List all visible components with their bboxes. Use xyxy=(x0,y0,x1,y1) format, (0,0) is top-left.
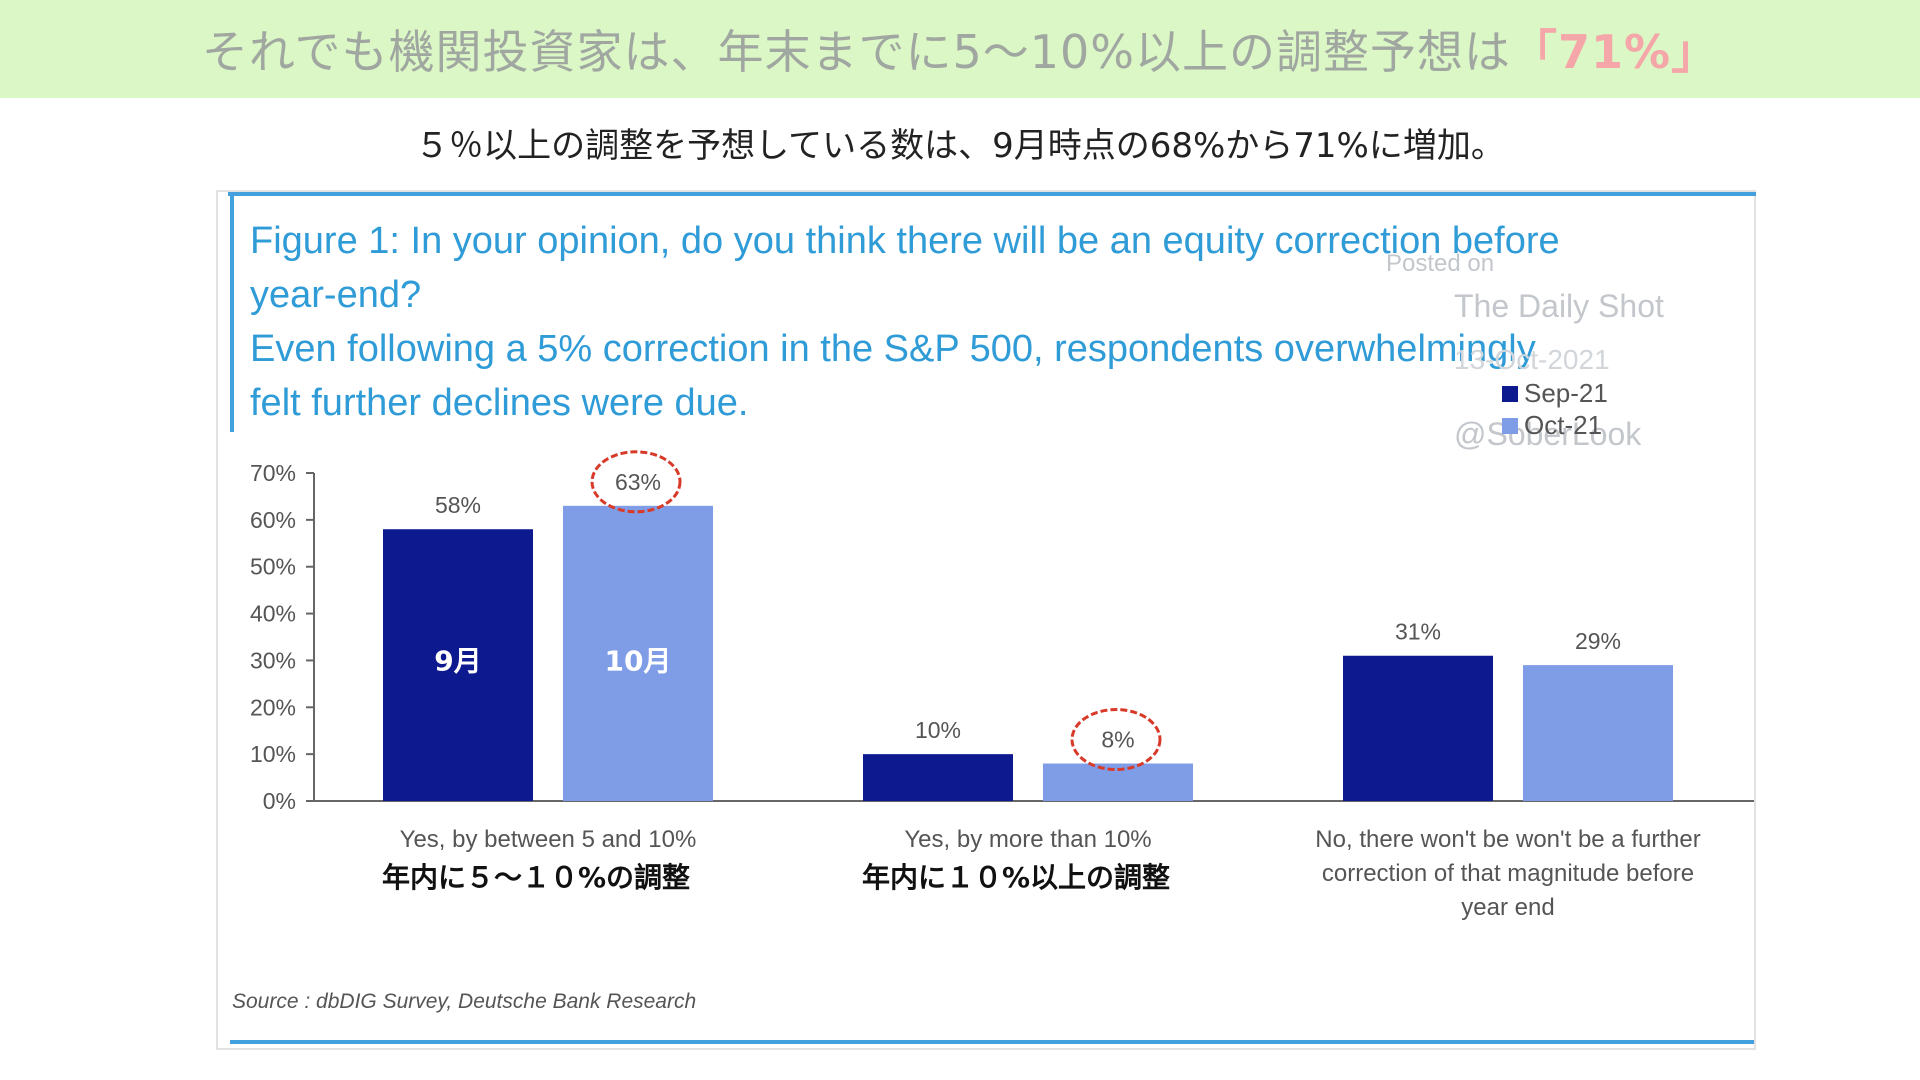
bar-inner-label: 9月 xyxy=(434,644,481,677)
figure-title-line: Even following a 5% correction in the S&… xyxy=(250,328,1536,370)
bar-value-label: 8% xyxy=(1101,727,1134,753)
bar xyxy=(1343,655,1493,801)
highlight-circle xyxy=(1070,708,1162,772)
legend-label: Oct-21 xyxy=(1524,410,1602,440)
y-tick-label: 40% xyxy=(250,601,296,627)
x-category-label: Yes, by between 5 and 10% xyxy=(400,826,697,853)
bar-value-label: 63% xyxy=(615,469,661,495)
figure-left-rule xyxy=(230,192,234,432)
bar-inner-label: 10月 xyxy=(605,644,672,677)
figure-title: Figure 1: In your opinion, do you think … xyxy=(250,214,1730,430)
figure-title-line: year-end? xyxy=(250,274,422,316)
watermark-date: 13-Oct-2021 xyxy=(1454,344,1610,375)
bar xyxy=(863,754,1013,801)
y-tick-label: 30% xyxy=(250,647,296,673)
banner-highlight: 「71%」 xyxy=(1511,25,1719,79)
bar-value-label: 31% xyxy=(1395,619,1441,645)
figure-source: Source : dbDIG Survey, Deutsche Bank Res… xyxy=(232,990,697,1013)
y-tick-label: 0% xyxy=(263,788,296,814)
bar xyxy=(1523,665,1673,801)
y-tick-label: 60% xyxy=(250,507,296,533)
bar xyxy=(563,505,713,801)
banner-text: それでも機関投資家は、年末までに5〜10%以上の調整予想は xyxy=(201,25,1512,79)
legend-swatch xyxy=(1502,386,1518,402)
y-tick-label: 70% xyxy=(250,460,296,486)
bar-value-label: 10% xyxy=(915,717,961,743)
bar-chart: 0% 10% 20% 30% 40% 50% 60% 70% 58% 9月 10% 31% 63% 10月… xyxy=(250,378,1754,921)
watermark-site: The Daily Shot xyxy=(1454,288,1664,324)
legend-label: Sep-21 xyxy=(1524,378,1608,408)
x-category-label: year end xyxy=(1461,894,1554,921)
bar-value-label: 58% xyxy=(435,492,481,518)
figure-bottom-rule xyxy=(230,1040,1754,1044)
bar xyxy=(383,529,533,801)
y-tick-label: 50% xyxy=(250,554,296,580)
figure-top-rule xyxy=(228,192,1756,196)
highlight-circle xyxy=(590,450,682,514)
figure-title-line: felt further declines were due. xyxy=(250,382,749,424)
x-category-label: Yes, by more than 10% xyxy=(904,826,1151,853)
y-tick-label: 20% xyxy=(250,694,296,720)
legend-swatch xyxy=(1502,418,1518,434)
x-category-label: No, there won't be won't be a further xyxy=(1315,826,1700,853)
watermark-handle: @SoberLook xyxy=(1454,416,1642,452)
x-category-label: correction of that magnitude before xyxy=(1322,860,1694,887)
category-annotation-jp: 年内に１０%以上の調整 xyxy=(862,861,1170,894)
watermark-posted: Posted on xyxy=(1386,250,1495,277)
chart-figure: Figure 1: In your opinion, do you think … xyxy=(216,190,1756,1050)
y-tick-label: 10% xyxy=(250,741,296,767)
banner: それでも機関投資家は、年末までに5〜10%以上の調整予想は 「71%」 xyxy=(0,0,1920,98)
bar-value-label: 29% xyxy=(1575,628,1621,654)
figure-title-line: Figure 1: In your opinion, do you think … xyxy=(250,220,1560,262)
category-annotation-jp: 年内に５〜１０%の調整 xyxy=(382,861,690,894)
slide-subtitle: ５％以上の調整を予想している数は、9月時点の68%から71%に増加。 xyxy=(415,126,1505,166)
